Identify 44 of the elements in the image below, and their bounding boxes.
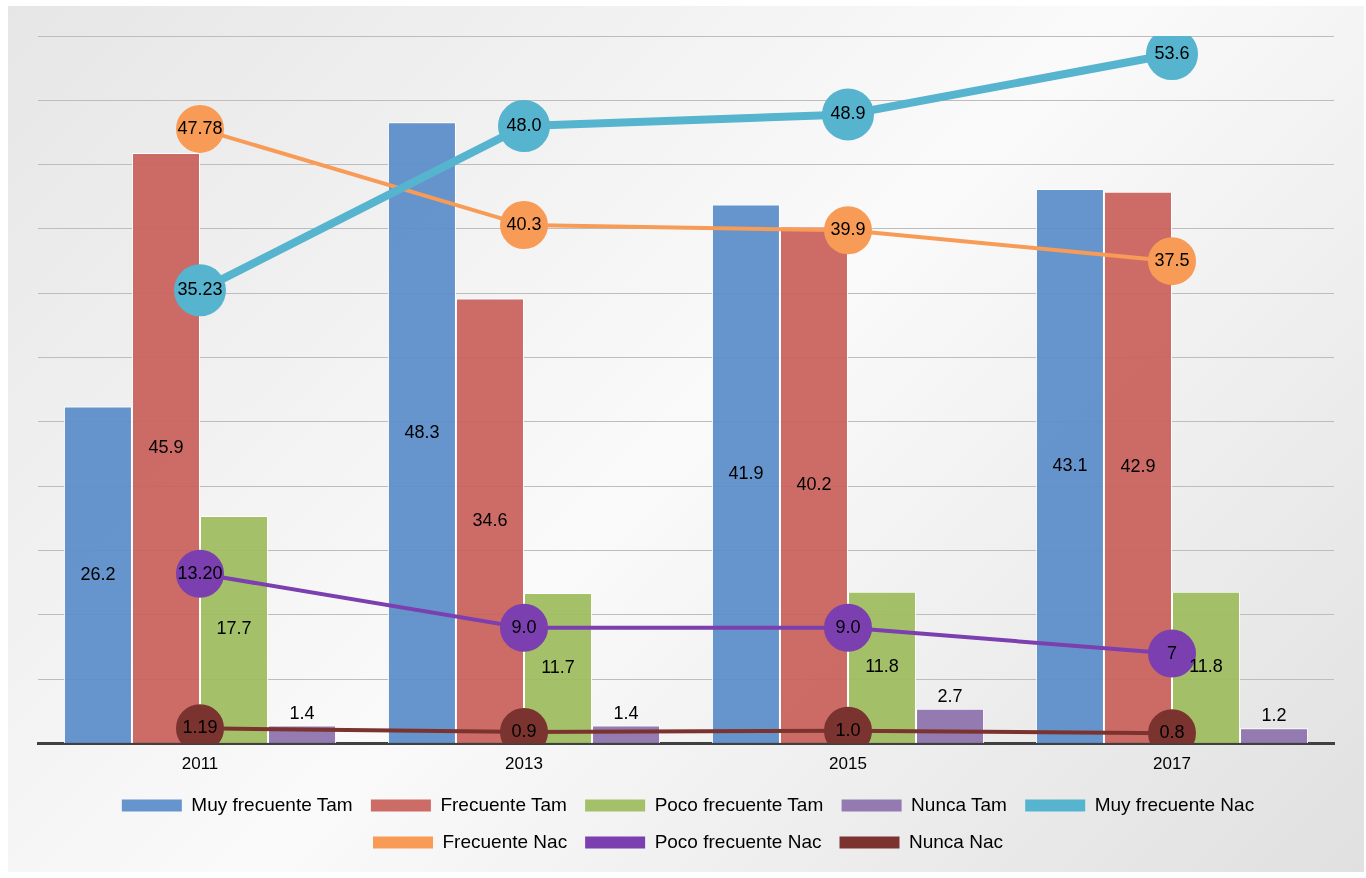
- x-tick-label: 2015: [829, 754, 867, 774]
- x-tick-label: 2011: [181, 754, 219, 774]
- data-label: 1.0: [835, 719, 861, 740]
- data-label: 34.6: [472, 509, 508, 530]
- data-label: 39.9: [830, 219, 866, 240]
- data-label: 40.2: [796, 473, 832, 494]
- data-label: 7: [1166, 642, 1178, 663]
- data-label: 35.23: [177, 279, 223, 300]
- data-label: 1.2: [1261, 705, 1287, 726]
- data-label: 0.9: [511, 720, 537, 741]
- x-tick-label: 2017: [1153, 754, 1191, 774]
- data-label: 1.4: [613, 702, 639, 723]
- data-label: 48.0: [506, 115, 542, 136]
- data-label: 1.19: [182, 717, 218, 738]
- data-label: 45.9: [148, 437, 184, 458]
- legend-label: Muy frecuente Tam: [191, 793, 353, 815]
- data-label: 11.7: [541, 657, 575, 678]
- data-label: 2.7: [937, 685, 963, 706]
- data-label: 41.9: [728, 462, 764, 483]
- data-label: 53.6: [1154, 42, 1190, 63]
- data-label: 37.5: [1154, 250, 1190, 271]
- legend-label: Nunca Tam: [911, 793, 1007, 815]
- data-label: 48.9: [830, 103, 866, 124]
- data-label: 9.0: [511, 616, 537, 637]
- data-label: 48.3: [404, 421, 440, 442]
- data-label: 11.8: [865, 656, 899, 677]
- data-label: 43.1: [1052, 455, 1088, 476]
- legend-label: Frecuente Tam: [440, 793, 567, 815]
- legend-label: Frecuente Nac: [442, 830, 568, 852]
- data-label: 11.8: [1189, 656, 1223, 677]
- data-label: 1.4: [289, 702, 315, 723]
- data-label: 0.8: [1159, 722, 1185, 743]
- data-label: 42.9: [1120, 456, 1156, 477]
- data-label: 13.20: [177, 562, 223, 583]
- data-label: 26.2: [80, 563, 116, 584]
- x-tick-label: 2013: [505, 754, 543, 774]
- data-label: 47.78: [177, 117, 223, 138]
- data-label: 9.0: [835, 616, 861, 637]
- data-label: 17.7: [216, 618, 252, 639]
- legend-label: Poco frecuente Nac: [654, 830, 822, 852]
- legend-label: Nunca Nac: [909, 830, 1003, 852]
- legend-label: Poco frecuente Tam: [654, 793, 824, 815]
- legend-label: Muy frecuente Nac: [1094, 793, 1255, 815]
- data-label: 40.3: [506, 214, 542, 235]
